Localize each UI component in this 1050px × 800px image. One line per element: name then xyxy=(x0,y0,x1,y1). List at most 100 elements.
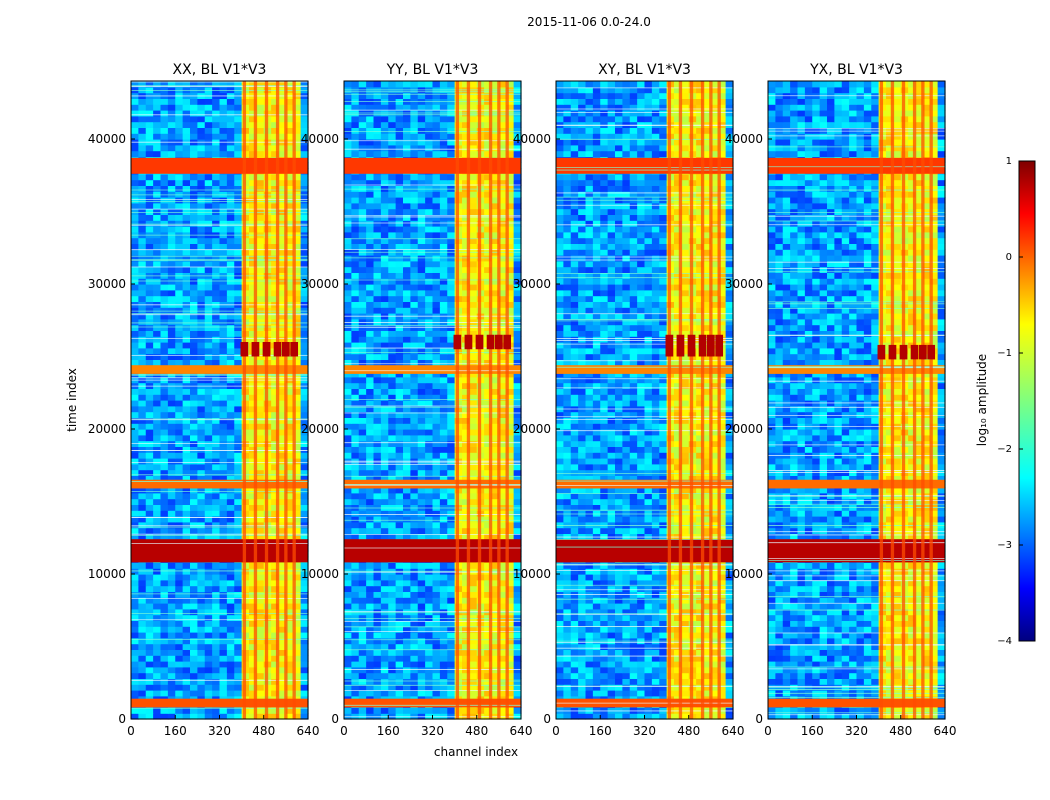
heatmap-cell xyxy=(212,661,221,668)
heatmap-cell xyxy=(182,133,191,140)
heatmap-cell xyxy=(212,284,221,291)
heatmap-cell xyxy=(153,284,162,291)
heatmap-cell xyxy=(513,434,522,442)
heatmap-cell xyxy=(271,249,280,256)
heatmap-cell xyxy=(256,255,265,262)
heatmap-cell xyxy=(285,603,294,610)
heatmap-cell xyxy=(153,469,162,476)
heatmap-cell xyxy=(373,620,382,627)
heatmap-cell xyxy=(182,643,191,650)
heatmap-cell xyxy=(131,324,139,331)
heatmap-cell xyxy=(234,423,243,430)
heatmap-cell xyxy=(469,266,478,273)
heatmap-cell xyxy=(271,626,280,633)
heatmap-cell xyxy=(469,202,478,210)
heatmap-cell xyxy=(285,649,294,656)
heatmap-cell xyxy=(285,307,294,314)
heatmap-cell xyxy=(491,626,500,633)
heatmap-cell xyxy=(425,655,434,662)
heatmap-cell xyxy=(344,318,352,326)
heatmap-cell xyxy=(351,492,360,500)
heatmap-cell xyxy=(138,678,147,685)
heatmap-cell xyxy=(285,86,294,94)
y-tick-label: 0 xyxy=(118,712,126,726)
heatmap-cell xyxy=(462,626,470,633)
heatmap-cell xyxy=(226,661,235,668)
heatmap-cell xyxy=(138,661,147,668)
heatmap-cell xyxy=(358,690,367,697)
heatmap-cell xyxy=(197,266,206,273)
heatmap-cell xyxy=(138,81,147,88)
heatmap-cell xyxy=(182,249,191,256)
heatmap-cell xyxy=(278,121,287,128)
heatmap-cell xyxy=(344,574,352,581)
heatmap-cell xyxy=(197,446,206,453)
heatmap-cell xyxy=(351,423,360,430)
heatmap-cell xyxy=(167,191,176,198)
heatmap-cell xyxy=(145,185,154,192)
heatmap-cell xyxy=(278,492,287,500)
heatmap-cell xyxy=(403,487,411,494)
heatmap-cell xyxy=(249,626,257,633)
heatmap-cell xyxy=(403,260,411,268)
heatmap-cell xyxy=(182,690,191,697)
heatmap-cell xyxy=(506,678,515,685)
heatmap-cell xyxy=(462,318,470,326)
heatmap-cell xyxy=(498,278,507,285)
heatmap-cell xyxy=(410,463,419,471)
heatmap-cell xyxy=(278,249,287,256)
heatmap-cell xyxy=(190,394,198,401)
heatmap-cell xyxy=(491,597,500,604)
heatmap-cell xyxy=(366,272,375,279)
heatmap-cell xyxy=(271,661,280,668)
heatmap-cell xyxy=(432,191,441,198)
heatmap-cell xyxy=(447,463,456,471)
heatmap-cell xyxy=(153,260,162,268)
heatmap-cell xyxy=(469,463,478,471)
heatmap-cell xyxy=(513,405,522,413)
heatmap-cell xyxy=(380,400,389,407)
heatmap-cell xyxy=(256,429,265,436)
heatmap-cell xyxy=(506,429,515,436)
heatmap-cell xyxy=(491,574,500,581)
heatmap-cell xyxy=(432,487,441,494)
heatmap-cell xyxy=(513,289,522,297)
heatmap-cell xyxy=(131,452,139,459)
heatmap-cell xyxy=(256,452,265,459)
heatmap-cell xyxy=(469,417,478,424)
heatmap-cell xyxy=(175,110,184,117)
heatmap-cell xyxy=(219,127,228,134)
heatmap-cell xyxy=(278,707,287,714)
heatmap-cell xyxy=(484,295,493,302)
heatmap-cell xyxy=(395,469,404,476)
heatmap-cell xyxy=(182,446,191,453)
heatmap-cell xyxy=(432,260,441,268)
heatmap-cell xyxy=(160,672,169,679)
heatmap-cell xyxy=(462,226,470,233)
heatmap-cell xyxy=(190,591,198,598)
heatmap-cell xyxy=(366,637,375,645)
heatmap-cell xyxy=(256,405,265,413)
heatmap-cell xyxy=(373,533,382,540)
heatmap-cell xyxy=(447,446,456,453)
heatmap-cell xyxy=(410,376,419,384)
heatmap-cell xyxy=(506,266,515,273)
heatmap-cell xyxy=(271,579,280,587)
heatmap-cell xyxy=(417,672,426,679)
heatmap-cell xyxy=(182,504,191,511)
heatmap-cell xyxy=(197,255,206,262)
heatmap-cell xyxy=(417,336,426,343)
heatmap-cell xyxy=(131,266,139,273)
heatmap-cell xyxy=(167,173,176,181)
heatmap-cell xyxy=(366,185,375,192)
heatmap-cell xyxy=(271,202,280,210)
heatmap-cell xyxy=(293,649,302,656)
heatmap-cell xyxy=(380,510,389,517)
heatmap-cell xyxy=(285,463,294,471)
heatmap-cell xyxy=(380,690,389,697)
heatmap-cell xyxy=(190,249,198,256)
heatmap-cell xyxy=(498,521,507,529)
heatmap-cell xyxy=(373,307,382,314)
heatmap-cell xyxy=(175,260,184,268)
heatmap-cell xyxy=(175,632,184,639)
